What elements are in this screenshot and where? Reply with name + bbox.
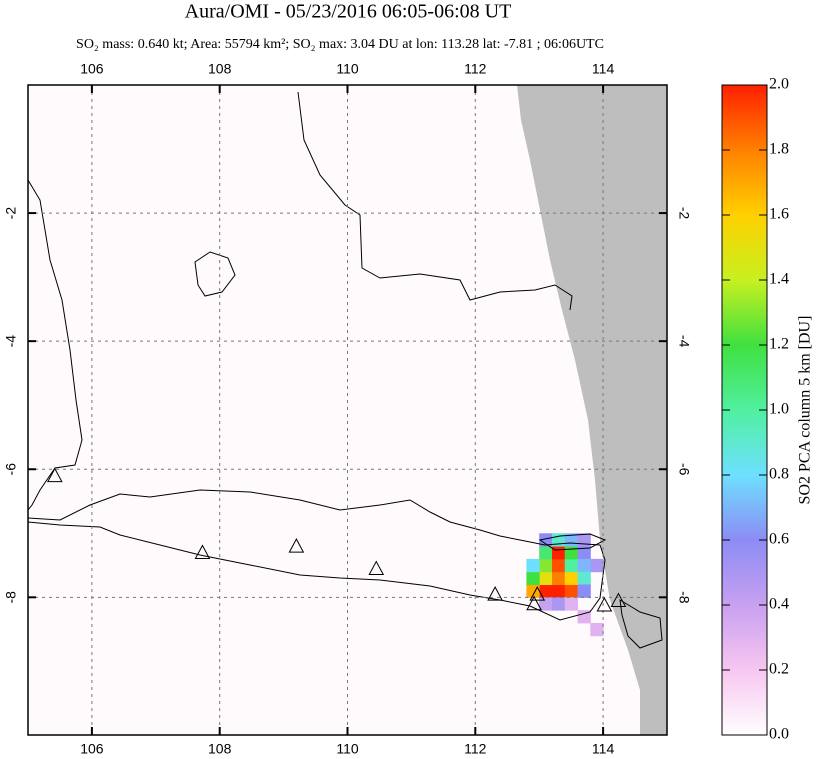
y-tick-label: -4 <box>3 335 19 348</box>
chart-title: Aura/OMI - 05/23/2016 06:05-06:08 UT <box>185 1 512 23</box>
volcano-marker <box>47 467 63 483</box>
volcano-marker <box>529 586 546 601</box>
volcano-layer <box>47 467 627 612</box>
colorbar-tick-label: 0.6 <box>769 531 789 548</box>
coastline-bangka <box>194 251 236 297</box>
y-tick-label: -2 <box>676 207 692 220</box>
map-layers <box>28 85 667 735</box>
so2-cell <box>539 571 553 586</box>
colorbar-tick-label: 1.6 <box>769 206 789 223</box>
coastline-borneo <box>297 91 573 311</box>
volcano-marker <box>610 592 627 608</box>
x-tick-label: 114 <box>592 61 615 77</box>
colorbar-tick-label: 0.0 <box>769 726 789 743</box>
coastline-bali <box>619 599 663 649</box>
x-tick-label: 106 <box>80 61 104 77</box>
coastline <box>28 489 606 621</box>
volcano-marker <box>194 544 211 559</box>
so2-cell <box>577 610 591 624</box>
so2-layer <box>526 533 604 637</box>
so2-cell <box>577 584 591 598</box>
x-tick-label: 106 <box>80 741 104 757</box>
y-tick-label: -6 <box>3 463 19 476</box>
so2-cell <box>564 584 579 598</box>
y-tick-label: -8 <box>3 591 19 604</box>
colorbar-tick-label: 0.4 <box>769 596 789 613</box>
colorbar-tick-label: 0.8 <box>769 466 789 483</box>
colorbar-tick-label: 1.0 <box>769 401 789 418</box>
so2-cell <box>539 546 553 560</box>
y-tick-label: -6 <box>676 463 692 476</box>
x-tick-label: 112 <box>464 61 487 77</box>
volcano-marker <box>487 586 503 601</box>
x-tick-label: 110 <box>336 61 359 77</box>
so2-cell <box>539 533 553 547</box>
volcano-marker <box>526 595 542 611</box>
coastline-madura <box>538 533 607 551</box>
so2-cell <box>539 597 553 611</box>
so2-cell <box>526 571 540 586</box>
so2-cell <box>551 546 566 560</box>
colorbar-label: SO2 PCA column 5 km [DU] <box>797 316 814 505</box>
grid <box>28 85 667 735</box>
colorbar-tick-label: 1.8 <box>769 141 789 158</box>
so2-cell <box>551 558 566 573</box>
colorbar-tick-label: 1.2 <box>769 336 789 353</box>
so2-cell <box>564 558 579 573</box>
so2-cell <box>590 558 604 573</box>
colorbar-tick-label: 0.2 <box>769 661 789 678</box>
x-tick-label: 112 <box>464 741 487 757</box>
so2-cell <box>577 571 591 586</box>
y-tick-label: -2 <box>3 207 19 220</box>
so2-cell <box>577 546 591 560</box>
coastline-sumatra <box>28 179 83 511</box>
so2-cell <box>539 558 553 573</box>
y-tick-label: -8 <box>676 591 692 604</box>
volcano-marker <box>596 596 613 612</box>
x-tick-label: 108 <box>208 61 232 77</box>
so2-cell <box>564 571 579 586</box>
so2-cell <box>564 546 579 560</box>
y-tick-label: -4 <box>676 335 692 348</box>
so2-cell <box>551 584 566 598</box>
colorbar-tick-label: 1.4 <box>769 271 789 288</box>
no-data-region <box>517 85 667 735</box>
so2-cell <box>526 558 540 573</box>
so2-cell <box>564 597 579 611</box>
chart-subtitle: SO₂ mass: 0.640 kt; Area: 55794 km²; SO₂… <box>76 37 604 52</box>
x-tick-label: 114 <box>592 741 615 757</box>
volcano-marker <box>368 560 385 575</box>
so2-cell <box>590 622 604 637</box>
so2-cell <box>539 584 553 598</box>
so2-cell <box>577 558 591 573</box>
x-tick-label: 110 <box>336 741 359 757</box>
x-tick-label: 108 <box>208 741 232 757</box>
volcano-marker <box>288 538 305 553</box>
map-frame <box>27 84 668 736</box>
so2-cell <box>551 571 566 586</box>
so2-cell <box>551 597 566 611</box>
colorbar-tick-label: 2.0 <box>769 76 789 93</box>
